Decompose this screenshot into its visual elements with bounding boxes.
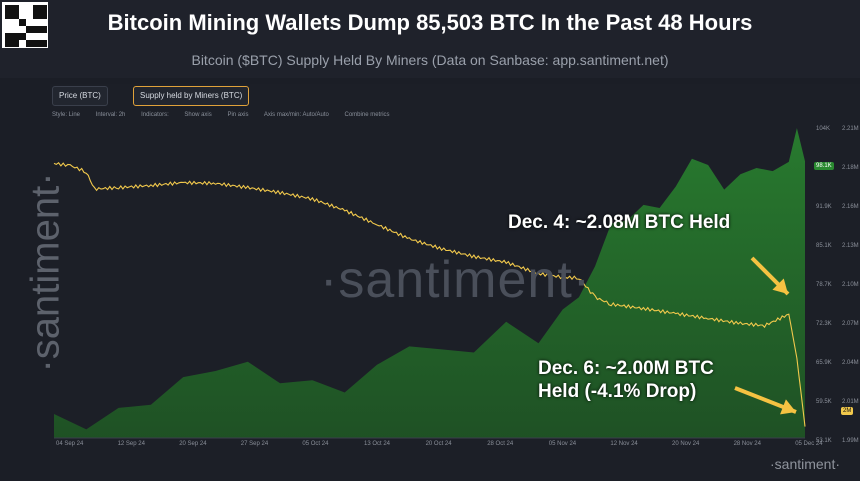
watermark-side: ·santiment· (23, 172, 68, 373)
style-select[interactable]: Style: Line (52, 112, 81, 118)
x-tick-label: 05 Nov 24 (548, 441, 577, 447)
tab-supply-label: Supply held by Miners (BTC) (140, 91, 243, 100)
supply-axis-tick-label: 2.04M (842, 360, 859, 366)
tab-price[interactable]: Price (BTC) (52, 86, 108, 106)
price-axis-tick-label: 65.9K (816, 360, 832, 366)
x-tick-label: 12 Nov 24 (610, 441, 638, 447)
qr-cell (5, 12, 12, 19)
qr-cell (26, 40, 33, 47)
supply-axis-tick-label: 2.07M (842, 321, 859, 327)
qr-cell (19, 19, 26, 26)
x-tick-label: 20 Sep 24 (179, 441, 207, 447)
supply-line-series (53, 162, 806, 427)
price-axis-tick-label: 104K (816, 126, 831, 132)
axis-maxmin-select[interactable]: Axis max/min: Auto/Auto (263, 112, 329, 118)
price-axis-tick-label: 72.3K (816, 321, 832, 327)
qr-cell (40, 5, 47, 12)
watermark-center: ·santiment· (320, 251, 592, 309)
show-axis-toggle[interactable]: Show axis (184, 112, 212, 118)
supply-axis-tick-label: 2.01M (842, 399, 859, 405)
qr-cell (12, 33, 19, 40)
indicators-select[interactable]: Indicators: (141, 112, 169, 118)
price-area-series (54, 128, 805, 438)
price-axis-tick-label: 53.1K (816, 438, 832, 444)
qr-cell (5, 5, 12, 12)
qr-cell (33, 12, 40, 19)
chart-toolbar: Style: Line Interval: 2h Indicators: Sho… (52, 112, 404, 118)
qr-cell (19, 33, 26, 40)
x-tick-label: 13 Oct 24 (364, 441, 391, 447)
x-tick-label: 20 Oct 24 (425, 441, 452, 447)
qr-cell (5, 33, 12, 40)
x-tick-label: 20 Nov 24 (672, 441, 700, 447)
combine-metrics-button[interactable]: Combine metrics (344, 112, 390, 118)
x-tick-label: 05 Oct 24 (302, 441, 329, 447)
price-axis-tick-label: 85.1K (816, 243, 832, 249)
supply-axis-tick-label: 2.21M (842, 126, 859, 132)
tab-supply[interactable]: Supply held by Miners (BTC) (133, 86, 250, 106)
watermark-corner: ·santiment· (770, 456, 841, 472)
qr-cell (5, 40, 12, 47)
qr-cell (12, 5, 19, 12)
supply-axis-tick-label: 1.99M (842, 438, 859, 444)
price-axis-tick-label: 59.5K (816, 399, 832, 405)
annotation-dec6-line1: Dec. 6: ~2.00M BTC (538, 358, 714, 379)
x-tick-label: 05 Dec 24 (795, 441, 823, 447)
price-axis-tick-label: 78.7K (816, 282, 832, 288)
qr-cell (12, 40, 19, 47)
annotation-dec4: Dec. 4: ~2.08M BTC Held (508, 212, 731, 233)
qr-cell (12, 12, 19, 19)
qr-cell (40, 26, 47, 33)
annotation-dec6-line2: Held (-4.1% Drop) (538, 381, 697, 402)
x-tick-label: 28 Oct 24 (487, 441, 514, 447)
qr-cell (26, 26, 33, 33)
x-tick-label: 04 Sep 24 (56, 441, 84, 447)
qr-cell (33, 5, 40, 12)
qr-code[interactable] (2, 2, 48, 48)
supply-axis-tick-label: 2.13M (842, 243, 859, 249)
supply-value-badge: 2M (841, 407, 854, 415)
arrow-dec4-head (772, 278, 788, 294)
qr-cell (40, 40, 47, 47)
supply-axis-tick-label: 2.10M (842, 282, 859, 288)
pin-axis-toggle[interactable]: Pin axis (227, 112, 249, 118)
header: Bitcoin Mining Wallets Dump 85,503 BTC I… (0, 0, 860, 78)
tab-price-label: Price (BTC) (59, 91, 101, 100)
qr-cell (33, 26, 40, 33)
chart-title: Bitcoin Mining Wallets Dump 85,503 BTC I… (107, 10, 753, 35)
arrow-dec6-head (780, 399, 796, 415)
price-value-badge: 98.1K (814, 162, 834, 170)
x-tick-label: 27 Sep 24 (240, 441, 269, 447)
x-tick-label: 12 Sep 24 (117, 441, 145, 447)
qr-cell (40, 12, 47, 19)
qr-cell (33, 40, 40, 47)
interval-select[interactable]: Interval: 2h (95, 112, 126, 118)
supply-axis-tick-label: 2.16M (842, 204, 859, 210)
chart-subtitle: Bitcoin ($BTC) Supply Held By Miners (Da… (191, 52, 669, 68)
supply-axis-tick-label: 2.18M (842, 165, 859, 171)
price-axis-tick-label: 91.9K (816, 204, 832, 210)
x-tick-label: 28 Nov 24 (733, 441, 761, 447)
